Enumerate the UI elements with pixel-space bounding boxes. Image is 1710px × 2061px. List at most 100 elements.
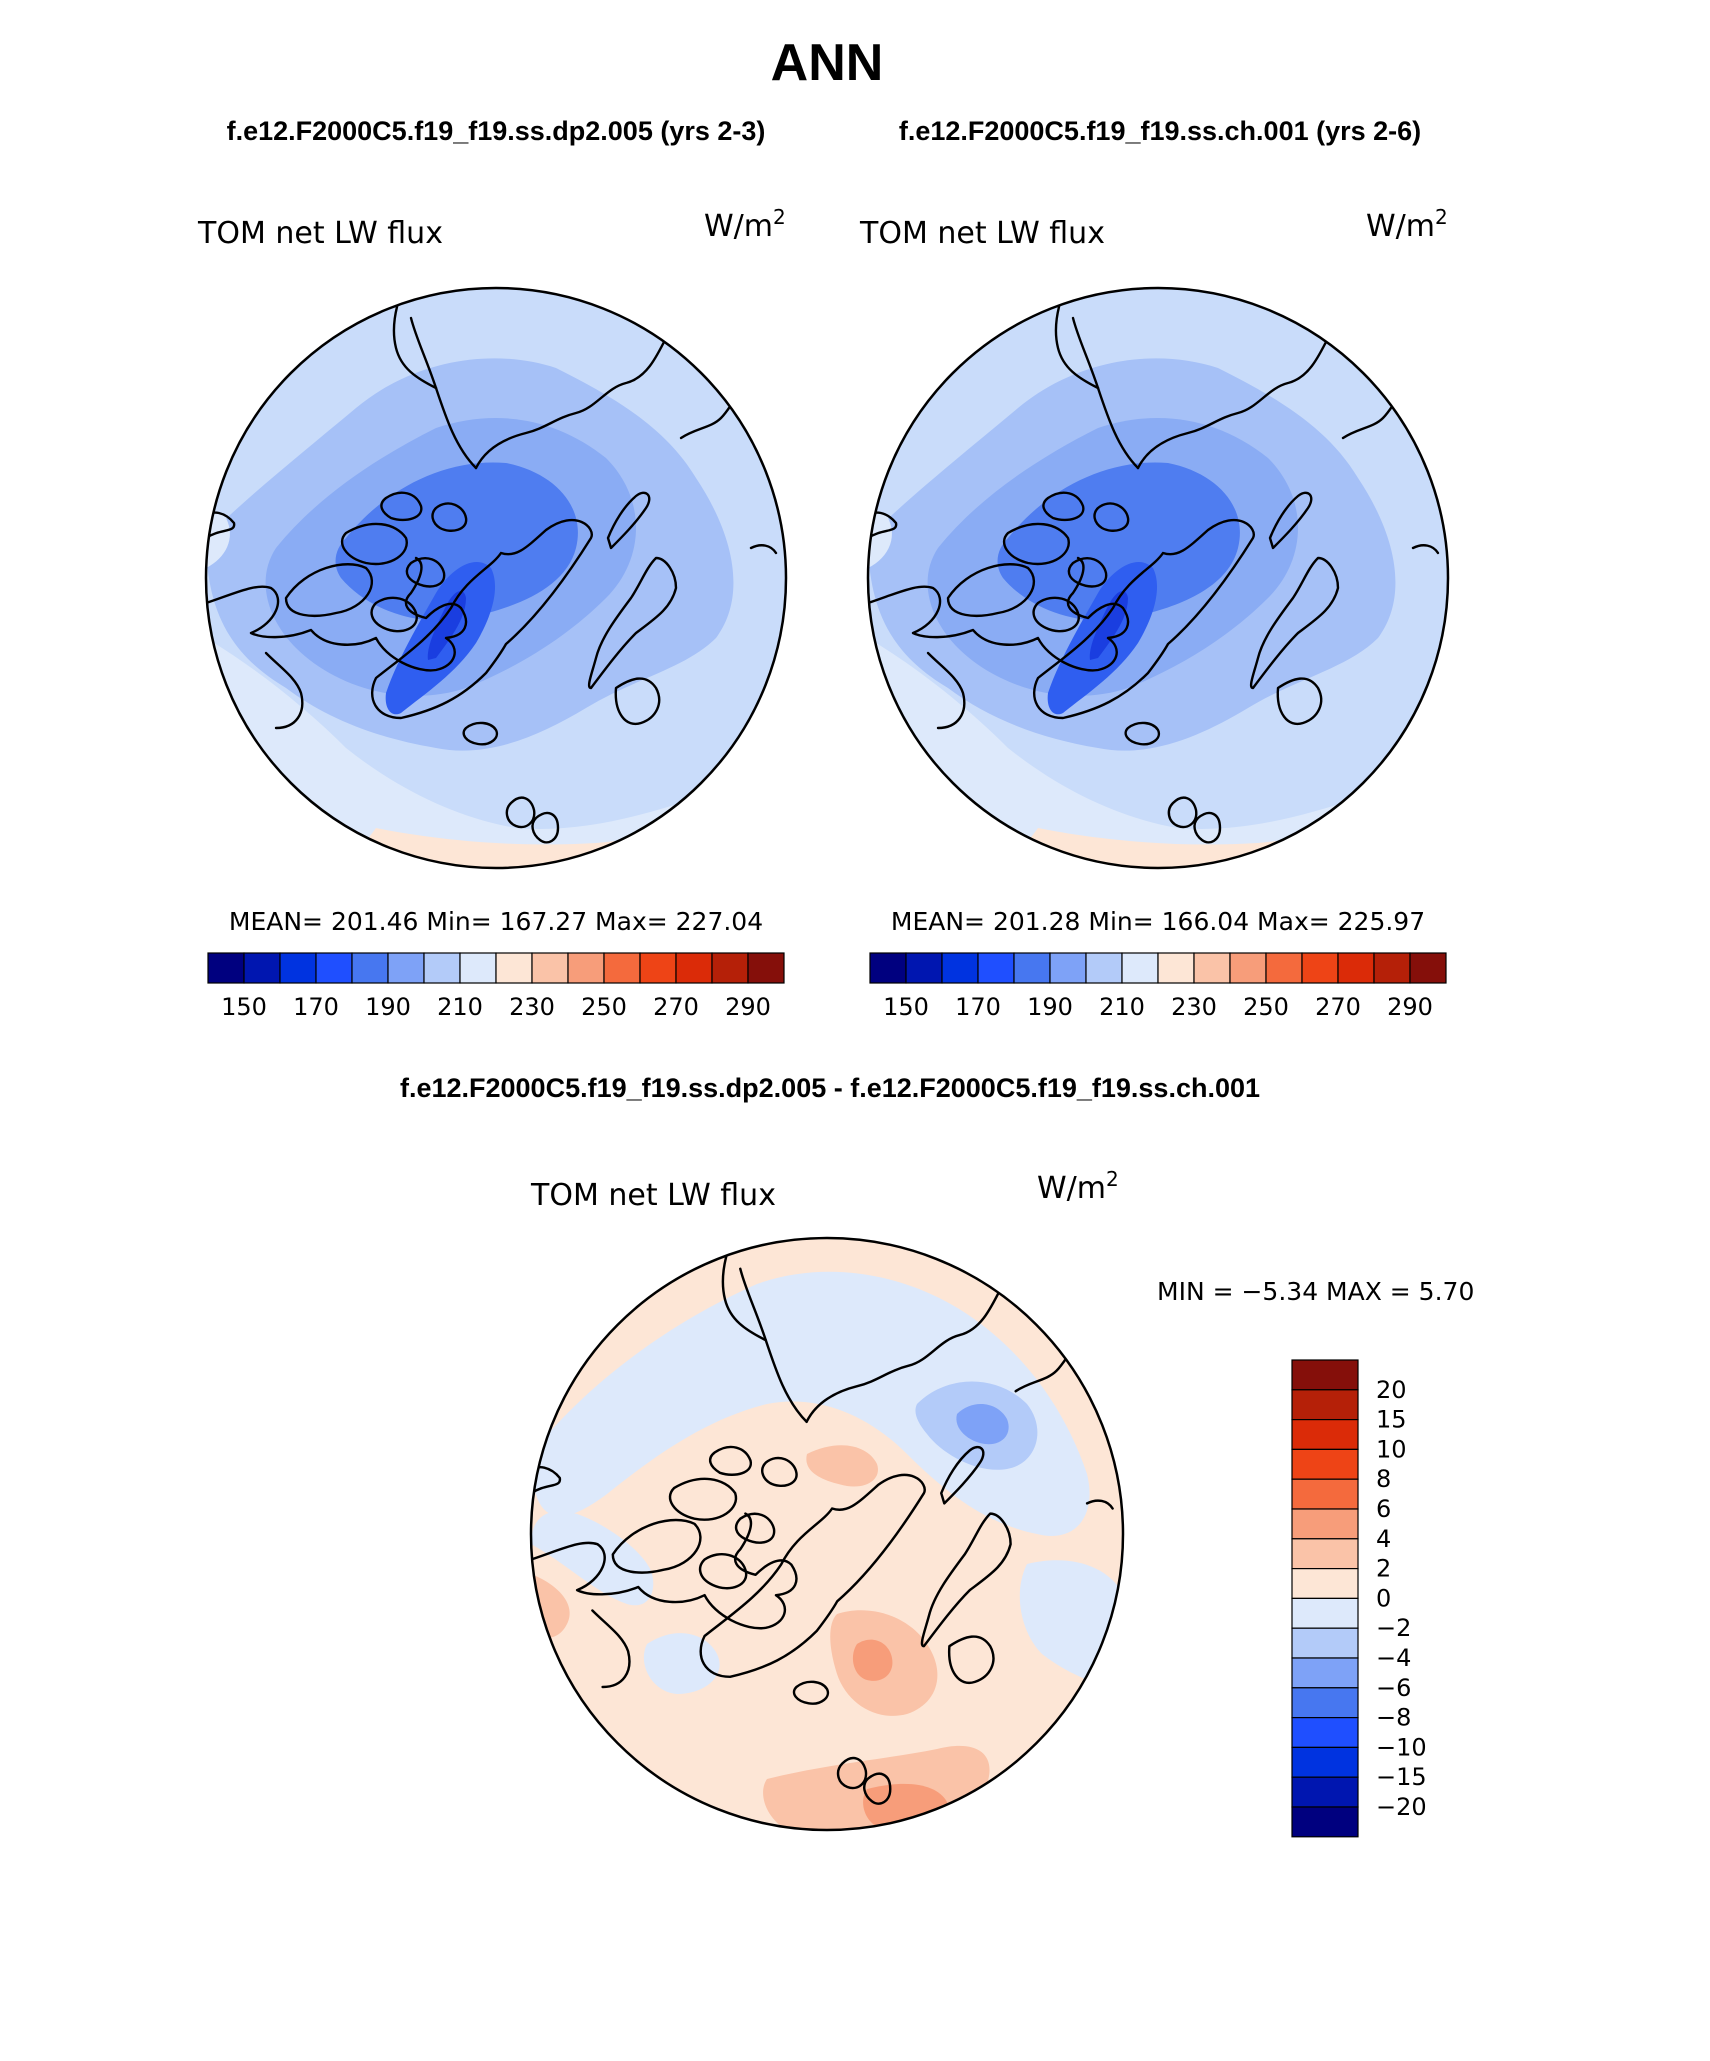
panel-case-a: TOM net LW flux W/m2 MEAN= 201.46 Min= 1… (197, 205, 788, 1021)
colorbar-swatch (603, 952, 641, 984)
colorbar-tick-label: 270 (1315, 993, 1361, 1021)
colorbar-swatch (1085, 952, 1123, 984)
panel-diff-stats: MIN = −5.34 MAX = 5.70 (1157, 1277, 1474, 1306)
colorbar-tick-label: 0 (1376, 1584, 1391, 1612)
colorbar-tick-label: 20 (1376, 1376, 1407, 1404)
map-difference-border (529, 1236, 1125, 1832)
colorbar-swatch (1291, 1597, 1359, 1629)
colorbar-swatch (207, 952, 245, 984)
colorbar-swatch (941, 952, 979, 984)
colorbar-tick-label: 2 (1376, 1555, 1391, 1583)
colorbar-swatch (1291, 1418, 1359, 1450)
field-core (335, 462, 578, 621)
colorbar-case-b: 150 170 190 210 230 250 270 290 (869, 952, 1447, 1021)
colorbar-swatch (1291, 1478, 1359, 1510)
colorbar-tick-label: 190 (1027, 993, 1073, 1021)
colorbar-tick-label: −2 (1376, 1614, 1411, 1642)
colorbar-tick-label: 230 (509, 993, 555, 1021)
colorbar-swatch (243, 952, 281, 984)
colorbar-swatch (1291, 1538, 1359, 1570)
panel-diff-units: W/m2 (1037, 1167, 1119, 1206)
colorbar-swatch (567, 952, 605, 984)
field-core (997, 462, 1240, 621)
colorbar-tick-label: 4 (1376, 1525, 1391, 1553)
panel-a-units: W/m2 (704, 205, 786, 244)
panel-diff-variable: TOM net LW flux (530, 1178, 776, 1213)
colorbar-swatch (279, 952, 317, 984)
colorbar-tick-label: 8 (1376, 1465, 1391, 1493)
colorbar-tick-label: 150 (221, 993, 267, 1021)
colorbar-swatch (1291, 1359, 1359, 1391)
colorbar-swatch (1291, 1627, 1359, 1659)
colorbar-swatch (1013, 952, 1051, 984)
colorbar-tick-label: 150 (883, 993, 929, 1021)
diff-field-pos-core (852, 1639, 893, 1681)
colorbar-swatch (459, 952, 497, 984)
diff-field-pos-south-core (863, 1783, 948, 1830)
colorbar-tick-label: −10 (1376, 1733, 1427, 1761)
colorbar-swatch (423, 952, 461, 984)
colorbar-tick-label: 270 (653, 993, 699, 1021)
colorbar-swatch (1291, 1508, 1359, 1540)
map-difference (529, 1236, 1125, 1832)
colorbar-swatch (1049, 952, 1087, 984)
colorbar-swatch (351, 952, 389, 984)
colorbar-swatch (1265, 952, 1303, 984)
diff-title: f.e12.F2000C5.f19_f19.ss.dp2.005 - f.e12… (400, 1073, 1260, 1103)
colorbar-swatch (1291, 1746, 1359, 1778)
field-edge (206, 638, 786, 868)
colorbar-swatch (1409, 952, 1447, 984)
colorbar-tick-label: 250 (1243, 993, 1289, 1021)
colorbar-tick-label: −6 (1376, 1674, 1411, 1702)
colorbar-tick-label: 170 (955, 993, 1001, 1021)
map-case-a (204, 286, 788, 870)
colorbar-swatch (1291, 1806, 1359, 1838)
colorbar-swatch (495, 952, 533, 984)
panel-a-variable: TOM net LW flux (197, 216, 443, 251)
map-case-b-border (866, 286, 1450, 870)
colorbar-tick-label: −15 (1376, 1763, 1427, 1791)
colorbar-swatch (1291, 1389, 1359, 1421)
colorbar-swatch (1291, 1657, 1359, 1689)
colorbar-case-a: 150 170 190 210 230 250 270 290 (207, 952, 785, 1021)
colorbar-swatch (1291, 1567, 1359, 1599)
colorbar-swatch (1229, 952, 1267, 984)
colorbar-swatch (905, 952, 943, 984)
colorbar-swatch (1291, 1776, 1359, 1808)
map-case-a-border (204, 286, 788, 870)
colorbar-swatch (1291, 1448, 1359, 1480)
colorbar-tick-label: 15 (1376, 1406, 1407, 1434)
figure-title: ANN (771, 34, 884, 92)
diff-field-neg-west (531, 1511, 654, 1606)
panel-b-units: W/m2 (1366, 205, 1448, 244)
colorbar-swatch (1157, 952, 1195, 984)
panel-b-variable: TOM net LW flux (859, 216, 1105, 251)
colorbar-swatch (747, 952, 785, 984)
colorbar-swatch (1291, 1687, 1359, 1719)
colorbar-swatch (531, 952, 569, 984)
colorbar-swatch (1193, 952, 1231, 984)
colorbar-swatch (639, 952, 677, 984)
panel-difference: TOM net LW flux W/m2 MIN = −5.34 MAX = 5… (529, 1167, 1474, 1838)
panel-a-stats: MEAN= 201.46 Min= 167.27 Max= 227.04 (229, 907, 763, 936)
map-case-b (866, 286, 1450, 870)
colorbar-tick-label: −4 (1376, 1644, 1411, 1672)
colorbar-tick-label: −20 (1376, 1793, 1427, 1821)
diff-field-pos-pole (806, 1445, 878, 1487)
colorbar-swatch (1291, 1716, 1359, 1748)
colorbar-tick-label: 230 (1171, 993, 1217, 1021)
colorbar-swatch (869, 952, 907, 984)
colorbar-tick-label: 10 (1376, 1435, 1407, 1463)
case-b-label: f.e12.F2000C5.f19_f19.ss.ch.001 (yrs 2-6… (899, 116, 1421, 146)
colorbar-tick-label: −8 (1376, 1704, 1411, 1732)
colorbar-swatch (1337, 952, 1375, 984)
colorbar-tick-label: 190 (365, 993, 411, 1021)
colorbar-tick-label: 210 (1099, 993, 1145, 1021)
colorbar-swatch (315, 952, 353, 984)
colorbar-swatch (387, 952, 425, 984)
case-a-label: f.e12.F2000C5.f19_f19.ss.dp2.005 (yrs 2-… (227, 116, 766, 146)
colorbar-swatch (977, 952, 1015, 984)
field-edge (868, 638, 1448, 868)
field-greenland-peak (427, 591, 466, 660)
